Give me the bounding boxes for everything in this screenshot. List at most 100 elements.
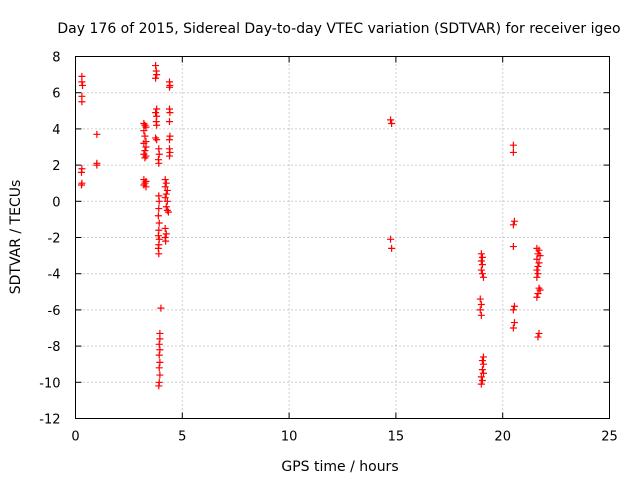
y-tick-label: 6 xyxy=(52,87,60,102)
data-point xyxy=(162,190,170,198)
data-point xyxy=(141,147,149,155)
data-point xyxy=(165,83,173,91)
data-point xyxy=(155,250,163,258)
data-point xyxy=(478,366,486,374)
data-point xyxy=(387,116,395,124)
data-point xyxy=(533,293,541,301)
data-point xyxy=(536,286,544,294)
data-point xyxy=(388,119,396,127)
data-point xyxy=(161,194,169,202)
data-point xyxy=(156,371,164,379)
y-tick-label: 0 xyxy=(52,195,60,210)
data-point xyxy=(155,159,163,167)
data-point xyxy=(479,360,487,368)
data-point xyxy=(155,219,163,227)
data-point xyxy=(165,152,173,160)
data-point xyxy=(142,143,150,151)
data-point xyxy=(478,253,486,261)
y-axis-label: SDTVAR / TECUs xyxy=(8,180,24,295)
data-point xyxy=(153,121,161,129)
data-point xyxy=(162,230,170,238)
data-point xyxy=(536,252,544,260)
x-axis-label: GPS time / hours xyxy=(281,459,398,475)
data-point xyxy=(478,270,486,278)
data-point xyxy=(509,324,517,332)
data-point xyxy=(165,136,173,144)
axis-ticks xyxy=(75,56,610,419)
data-point xyxy=(509,243,517,251)
data-point xyxy=(162,237,170,245)
data-point xyxy=(162,179,170,187)
y-tick-label: -8 xyxy=(48,340,61,355)
data-point xyxy=(479,353,487,361)
data-point xyxy=(164,208,172,216)
chart-title: Day 176 of 2015, Sidereal Day-to-day VTE… xyxy=(57,21,620,37)
data-point xyxy=(478,357,486,365)
data-point xyxy=(478,376,486,384)
y-tick-label: -10 xyxy=(39,376,60,391)
data-point xyxy=(477,380,485,388)
data-point xyxy=(153,136,161,144)
data-point xyxy=(77,181,85,189)
data-point xyxy=(163,206,171,214)
data-point xyxy=(477,311,485,319)
x-tick-label: 15 xyxy=(388,430,405,445)
data-point xyxy=(533,266,541,274)
data-point xyxy=(509,221,517,229)
data-point xyxy=(479,273,487,281)
data-point xyxy=(154,232,162,240)
data-point xyxy=(476,295,484,303)
data-point xyxy=(142,123,150,131)
data-point xyxy=(163,197,171,205)
data-point xyxy=(153,71,161,79)
data-point xyxy=(155,351,163,359)
x-tick-label: 5 xyxy=(178,430,186,445)
x-tick-label: 25 xyxy=(601,430,618,445)
data-point xyxy=(79,81,87,89)
data-point xyxy=(78,78,86,86)
data-point xyxy=(479,369,487,377)
data-point xyxy=(155,340,163,348)
data-point xyxy=(533,255,541,263)
y-tick-label: -6 xyxy=(48,304,61,319)
data-point xyxy=(477,373,485,381)
data-point xyxy=(476,306,484,314)
plot-frame xyxy=(75,56,610,419)
data-point xyxy=(141,132,149,140)
data-point xyxy=(157,304,165,312)
x-tick-label: 10 xyxy=(281,430,298,445)
data-point xyxy=(78,98,86,106)
data-point xyxy=(477,250,485,258)
data-point xyxy=(535,246,543,254)
data-point xyxy=(535,284,543,292)
data-point xyxy=(534,262,542,270)
data-point xyxy=(535,259,543,267)
data-point xyxy=(165,118,173,126)
data-point xyxy=(477,257,485,265)
y-tick-label: -2 xyxy=(48,232,61,247)
data-point xyxy=(161,176,169,184)
data-point xyxy=(155,205,163,213)
data-point xyxy=(477,266,485,274)
data-point xyxy=(534,290,542,298)
data-point xyxy=(140,127,148,135)
data-point xyxy=(156,346,164,354)
data-point xyxy=(140,139,148,147)
data-point xyxy=(141,179,149,187)
data-point xyxy=(141,121,149,129)
x-tick-label: 0 xyxy=(71,430,79,445)
data-point xyxy=(510,217,518,225)
tick-labels: 0 5 10 15 20 25 -12 -10 -8 -6 -4 -2 0 2 4 6 8 xyxy=(39,51,618,445)
data-point xyxy=(141,154,149,162)
data-point xyxy=(152,134,160,142)
y-tick-label: -12 xyxy=(39,413,60,428)
data-points xyxy=(77,62,544,390)
data-point xyxy=(77,168,85,176)
data-point xyxy=(534,333,542,341)
data-point xyxy=(510,302,518,310)
data-point xyxy=(153,105,161,113)
data-point xyxy=(509,306,517,314)
data-point xyxy=(388,244,396,252)
data-point xyxy=(155,364,163,372)
